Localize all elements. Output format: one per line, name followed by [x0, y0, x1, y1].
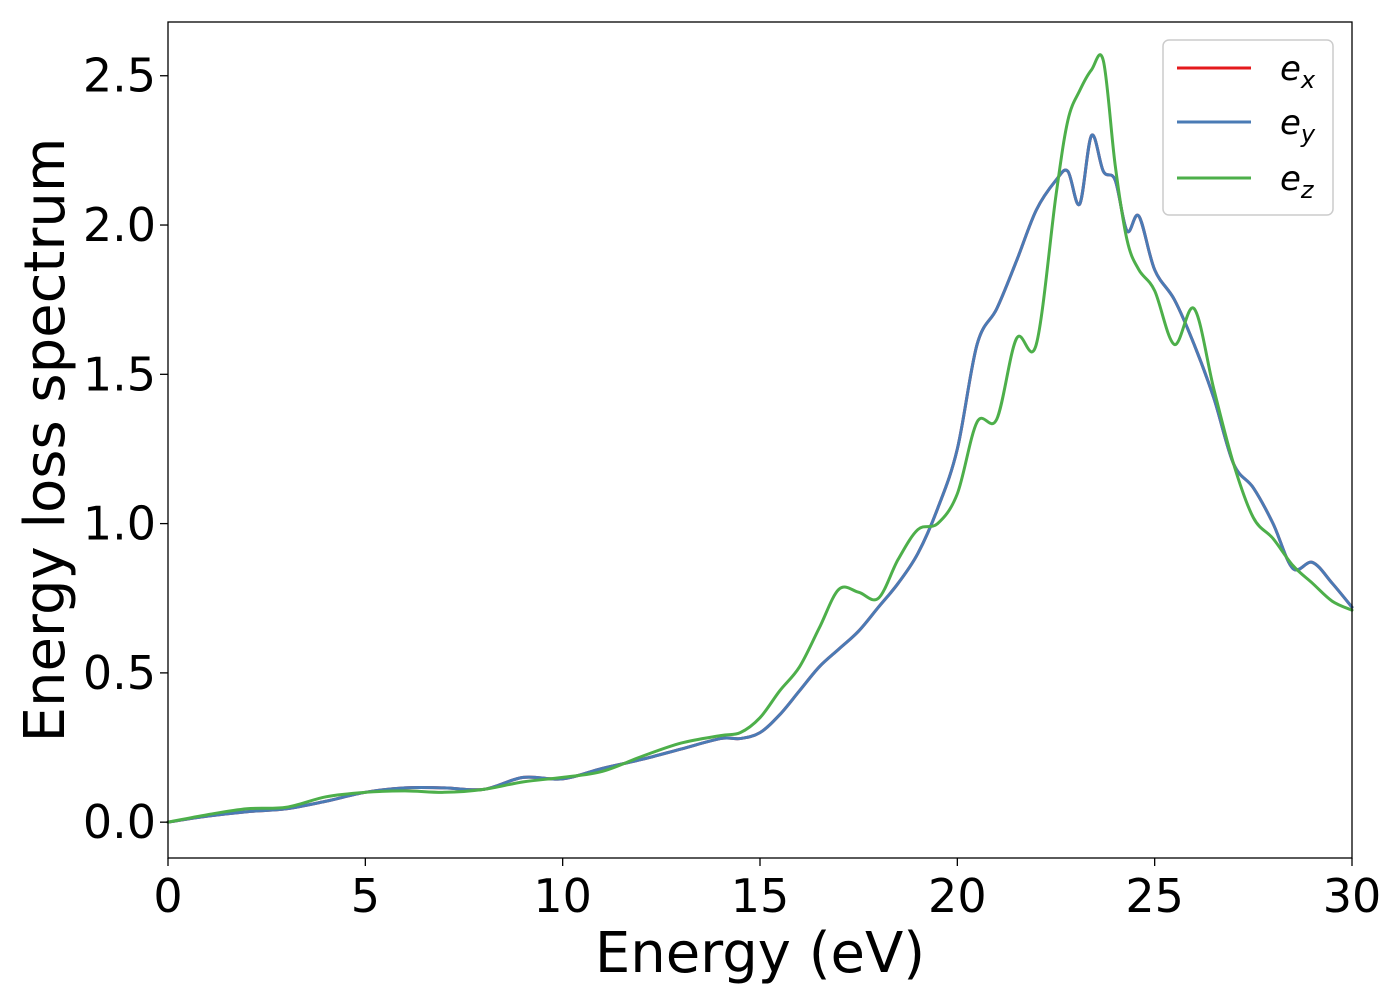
x-axis-title: Energy (eV)	[595, 921, 925, 986]
legend-entry-ex: ex	[1177, 49, 1316, 94]
x-tick-label: 10	[533, 869, 592, 923]
y-tick-label: 1.5	[83, 347, 156, 401]
legend-label-ex: e	[1280, 49, 1301, 89]
svg-text:ey: ey	[1280, 103, 1316, 148]
lines-layer	[166, 53, 1354, 824]
legend-sub-ey: y	[1300, 120, 1316, 148]
x-tick-label: 5	[351, 869, 380, 923]
y-tick-label: 1.0	[83, 497, 156, 551]
y-tick-label: 2.5	[83, 49, 156, 103]
svg-text:ex: ex	[1280, 49, 1316, 94]
y-tick-label: 0.5	[83, 646, 156, 700]
y-axis-title: Energy loss spectrum	[13, 138, 78, 743]
x-tick-label: 0	[153, 869, 182, 923]
x-tick-label: 15	[731, 869, 790, 923]
legend-sub-ex: x	[1300, 66, 1316, 94]
legend-entry-ey: ey	[1177, 103, 1316, 148]
legend: ex ey ez	[1162, 39, 1334, 216]
legend-label-ey: e	[1280, 103, 1301, 143]
x-axis-ticks: 0 5 10 15 20 25 30	[153, 858, 1381, 923]
x-tick-label: 20	[928, 869, 987, 923]
svg-text:ez: ez	[1280, 159, 1315, 204]
legend-label-ez: e	[1280, 159, 1301, 199]
y-axis-ticks: 0.0 0.5 1.0 1.5 2.0 2.5	[83, 49, 168, 849]
x-tick-label: 30	[1323, 869, 1382, 923]
legend-sub-ez: z	[1300, 176, 1315, 204]
legend-entry-ez: ez	[1177, 159, 1315, 204]
x-tick-label: 25	[1125, 869, 1184, 923]
legend-frame	[1162, 39, 1334, 216]
y-tick-label: 2.0	[83, 198, 156, 252]
y-tick-label: 0.0	[83, 795, 156, 849]
series-line-ez	[166, 53, 1354, 824]
